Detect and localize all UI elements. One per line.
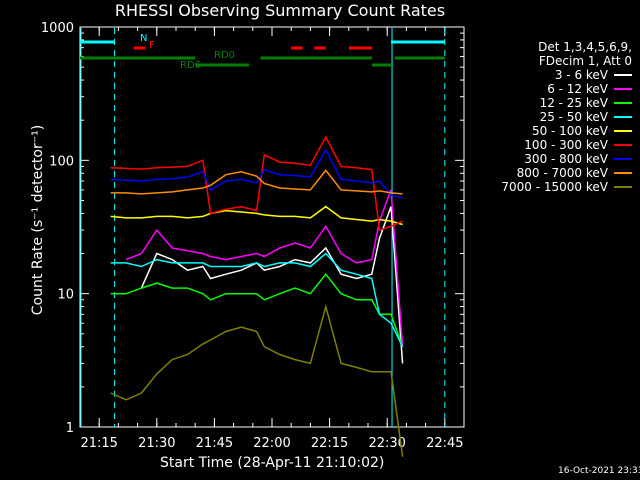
legend-entry: 800 - 7000 keV xyxy=(517,166,632,180)
series-lines xyxy=(110,135,404,457)
legend-label: 12 - 25 keV xyxy=(539,96,608,110)
series-line-5 xyxy=(110,135,403,232)
legend-swatch xyxy=(614,88,632,90)
legend-swatch xyxy=(614,186,632,188)
x-tick-label: 21:45 xyxy=(196,436,233,451)
y-tick-label: 1 xyxy=(66,421,74,436)
x-tick-label: 21:30 xyxy=(138,436,175,451)
x-tick-label: 22:00 xyxy=(253,436,290,451)
legend-entry: 6 - 12 keV xyxy=(547,82,632,96)
legend-swatch xyxy=(614,130,632,132)
series-line-7 xyxy=(110,169,403,195)
flag-label-rd0: RD0 xyxy=(214,50,236,61)
legend-entry: 100 - 300 keV xyxy=(524,138,632,152)
legend-label: 3 - 6 keV xyxy=(554,68,608,82)
legend-entry: 50 - 100 keV xyxy=(532,124,632,138)
legend-label: 25 - 50 keV xyxy=(539,110,608,124)
legend-swatch xyxy=(614,144,632,146)
legend-label: 50 - 100 keV xyxy=(531,124,608,138)
x-axis-label: Start Time (28-Apr-11 21:10:02) xyxy=(160,455,385,471)
series-line-6 xyxy=(110,148,403,199)
plot-timestamp: 16-Oct-2021 23:33 xyxy=(558,466,640,476)
flag-bars xyxy=(80,40,445,67)
x-tick-label: 22:45 xyxy=(426,436,463,451)
plot-frame xyxy=(79,26,465,428)
y-axis-label: Count Rate (s⁻¹ detector⁻¹) xyxy=(30,124,46,316)
legend-label: 100 - 300 keV xyxy=(524,138,608,152)
legend-entry: 3 - 6 keV xyxy=(555,68,632,82)
y-tick-label: 10 xyxy=(57,288,74,303)
x-tick-label: 21:15 xyxy=(80,436,117,451)
series-line-2 xyxy=(110,272,404,347)
chart-title: RHESSI Observing Summary Count Rates xyxy=(114,1,446,20)
flag-label-n: N xyxy=(140,33,148,44)
legend-label: 300 - 800 keV xyxy=(524,152,608,166)
legend-swatch xyxy=(614,102,632,104)
x-tick-label: 22:30 xyxy=(368,436,405,451)
legend-entry: 300 - 800 keV xyxy=(524,152,632,166)
flag-label-rd6: RD6 xyxy=(180,60,202,71)
legend-label: 6 - 12 keV xyxy=(547,82,608,96)
legend-swatch xyxy=(614,158,632,160)
series-line-0 xyxy=(140,206,404,364)
series-line-3 xyxy=(110,252,404,348)
legend-header-2: FDecim 1, Att 0 xyxy=(538,54,632,68)
legend-swatch xyxy=(614,172,632,174)
x-tick-label: 22:15 xyxy=(311,436,348,451)
series-line-4 xyxy=(110,205,403,226)
legend-swatch xyxy=(614,116,632,118)
plot-axes: 1 10 100 1000 21:15 21:30 21:45 22:00 22:15 22:30… xyxy=(41,21,465,451)
flag-label-f: F xyxy=(149,40,155,51)
legend-entry: 25 - 50 keV xyxy=(540,110,632,124)
legend-label: 800 - 7000 keV xyxy=(516,166,608,180)
legend-entry: 7000 - 15000 keV xyxy=(501,180,632,194)
legend-entry: 12 - 25 keV xyxy=(540,96,632,110)
y-tick-label: 100 xyxy=(49,154,74,169)
series-line-1 xyxy=(125,189,404,347)
legend-label: 7000 - 15000 keV xyxy=(501,180,608,194)
legend-header-1: Det 1,3,4,5,6,9, xyxy=(538,40,632,54)
series-line-8 xyxy=(110,303,404,457)
legend-swatch xyxy=(614,74,632,76)
y-tick-label: 1000 xyxy=(41,21,74,36)
